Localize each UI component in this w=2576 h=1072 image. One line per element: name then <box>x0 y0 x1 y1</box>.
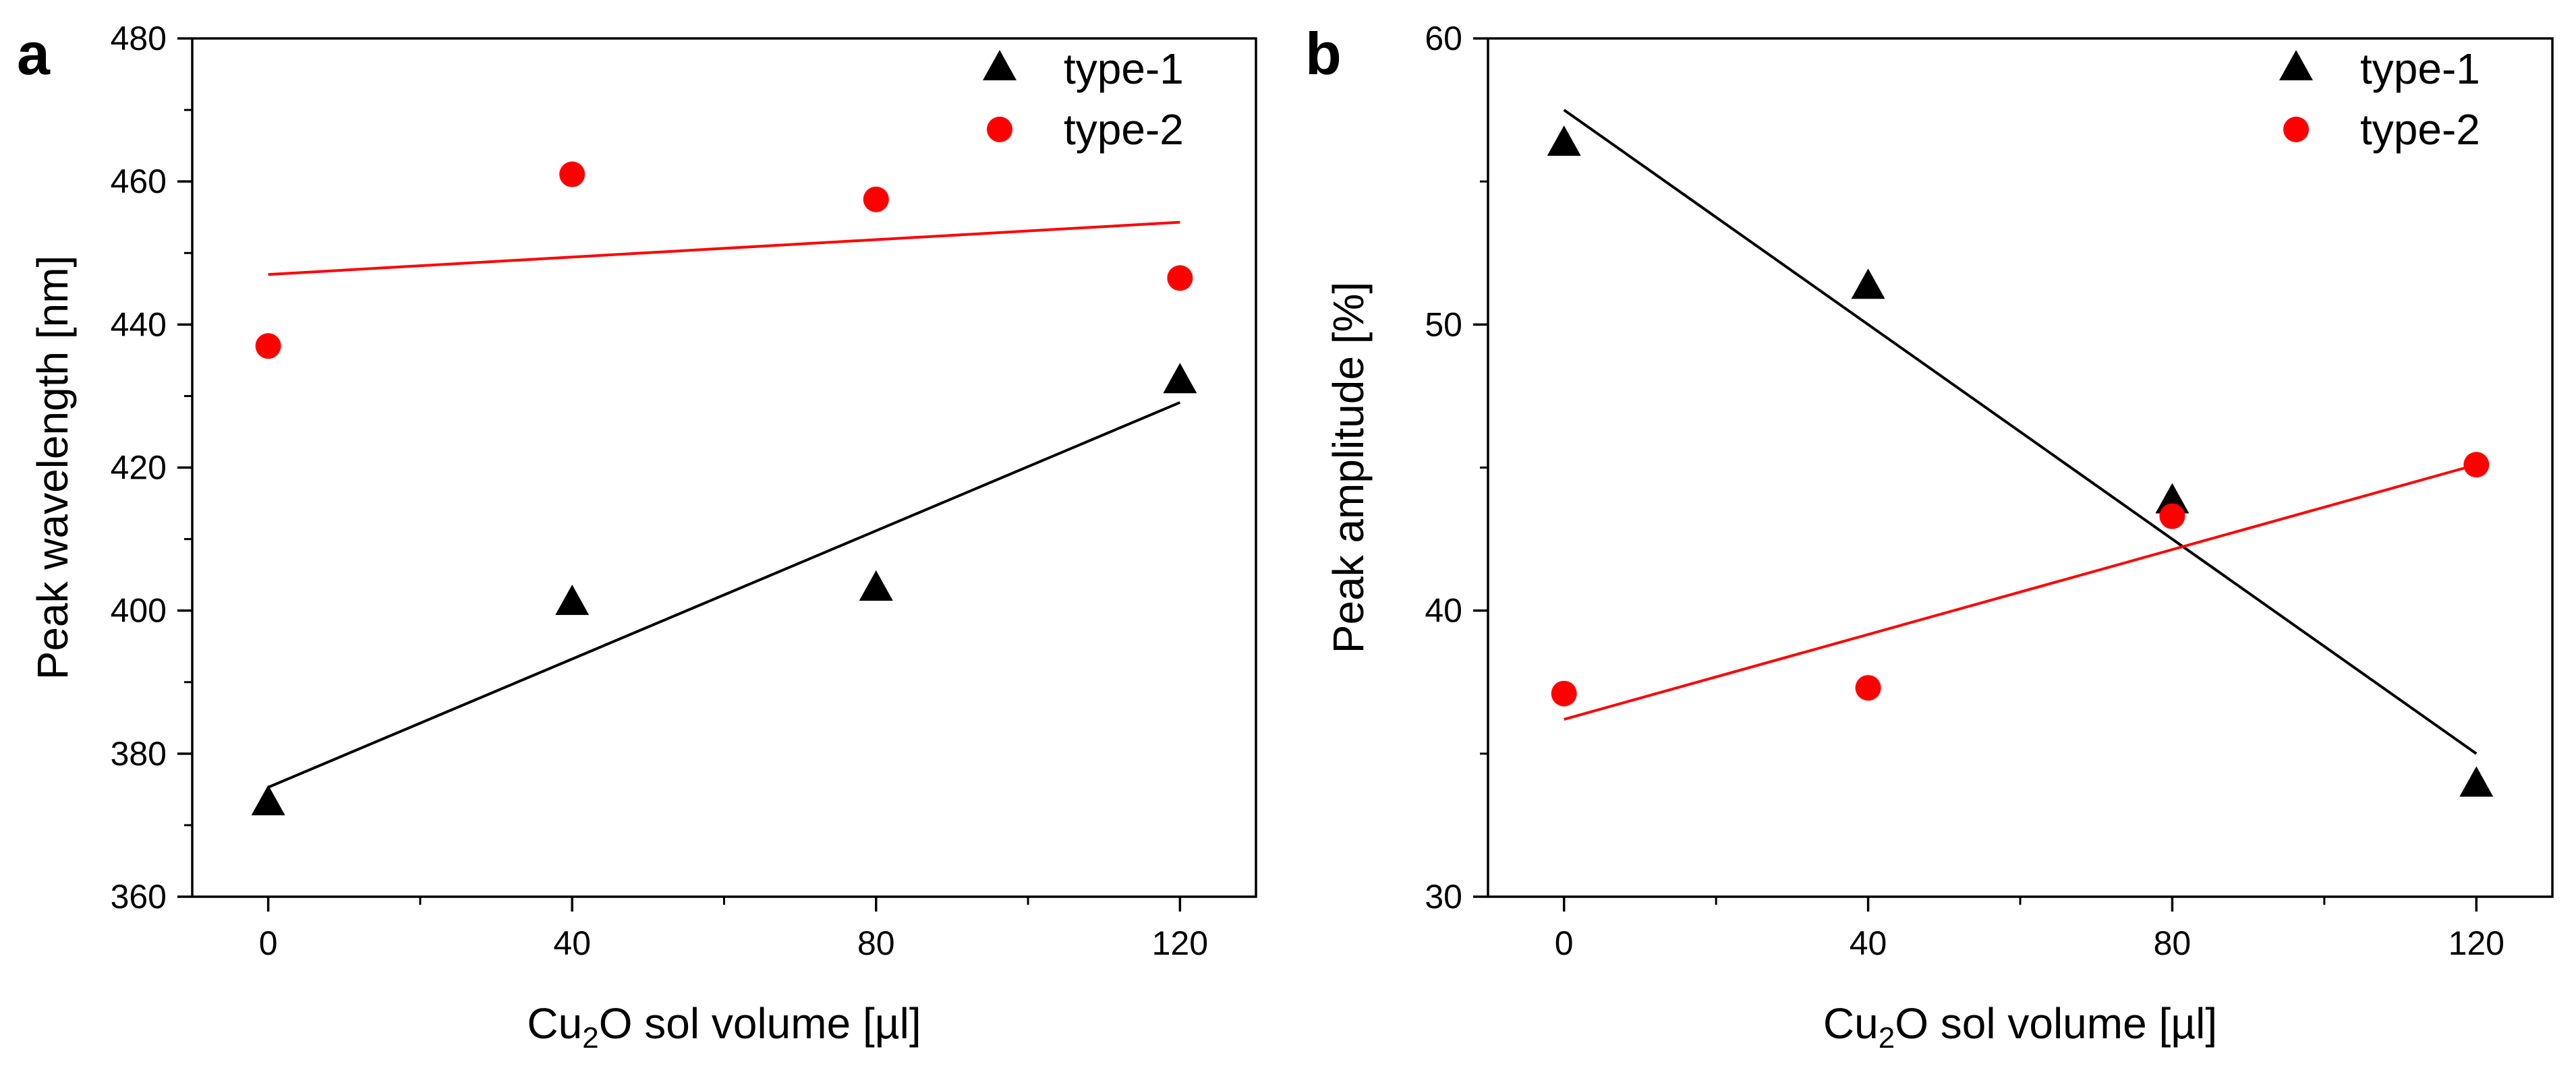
data-point-type-1 <box>2155 483 2189 514</box>
data-point-type-2 <box>255 333 281 359</box>
data-point-type-2 <box>1551 680 1577 707</box>
y-tick-label: 50 <box>1425 305 1462 343</box>
x-tick-label: 40 <box>1850 924 1887 962</box>
legend-marker-type-1 <box>2279 50 2313 81</box>
data-point-type-1 <box>1547 125 1581 156</box>
x-tick-label: 80 <box>857 924 895 962</box>
y-tick-label: 40 <box>1425 592 1462 630</box>
legend-marker-type-2 <box>987 117 1012 142</box>
legend-marker-type-2 <box>2283 117 2309 142</box>
fit-line-type-1 <box>267 401 1181 789</box>
data-point-type-1 <box>251 785 285 816</box>
y-tick-label: 480 <box>111 20 167 57</box>
y-axis-label: Peak amplitude [%] <box>1324 282 1373 653</box>
panel-label: a <box>17 20 51 87</box>
legend-label-type-2: type-2 <box>2360 105 2480 154</box>
data-point-type-2 <box>2159 503 2185 529</box>
data-point-type-1 <box>1851 268 1885 299</box>
data-point-type-2 <box>1167 265 1193 291</box>
data-point-type-1 <box>555 585 590 616</box>
x-tick-label: 80 <box>2154 924 2192 962</box>
plot-frame <box>1487 37 2554 898</box>
y-tick-label: 440 <box>111 305 167 343</box>
x-tick-label: 120 <box>2449 924 2505 962</box>
y-tick-label: 400 <box>111 592 167 630</box>
y-tick-label: 360 <box>111 878 167 916</box>
chart-panel-a: a 0 40 80 120 360 380 400 420 440 460 480 Cu2O sol v… <box>17 20 1257 1054</box>
panel-label: b <box>1305 20 1342 87</box>
y-tick-label: 30 <box>1425 878 1462 916</box>
x-tick-label: 40 <box>553 924 591 962</box>
legend: type-1 type-2 <box>983 44 1184 154</box>
y-tick-label: 380 <box>111 735 167 773</box>
y-axis-label: Peak wavelength [nm] <box>28 256 77 680</box>
x-axis-label: Cu2O sol volume [µl] <box>1823 999 2217 1054</box>
data-point-type-2 <box>559 161 585 187</box>
y-tick-label: 460 <box>111 162 167 200</box>
fit-line-type-1 <box>1563 109 2478 755</box>
data-point-type-1 <box>1163 363 1197 394</box>
data-point-type-1 <box>859 570 893 601</box>
data-point-type-1 <box>2459 766 2494 797</box>
x-axis-label: Cu2O sol volume [µl] <box>527 999 921 1054</box>
legend-label-type-1: type-1 <box>2360 44 2480 93</box>
chart-panel-b: b 0 40 80 120 30 40 50 60 Cu2O sol volume [µl] Pea… <box>1305 20 2554 1054</box>
legend-label-type-2: type-2 <box>1064 105 1184 154</box>
plot-frame <box>191 37 1257 898</box>
y-tick-label: 60 <box>1425 20 1462 57</box>
data-point-type-2 <box>2463 452 2490 478</box>
x-tick-label: 0 <box>1555 924 1574 962</box>
y-tick-label: 420 <box>111 449 167 487</box>
legend-label-type-1: type-1 <box>1064 44 1184 93</box>
data-point-type-2 <box>1855 675 1881 701</box>
fit-line-type-2 <box>268 220 1180 276</box>
legend: type-1 type-2 <box>2279 44 2480 154</box>
x-tick-label: 0 <box>259 924 278 962</box>
data-point-type-2 <box>863 186 889 212</box>
legend-marker-type-1 <box>983 50 1017 81</box>
x-tick-label: 120 <box>1152 924 1208 962</box>
fit-line-type-2 <box>1564 463 2477 721</box>
